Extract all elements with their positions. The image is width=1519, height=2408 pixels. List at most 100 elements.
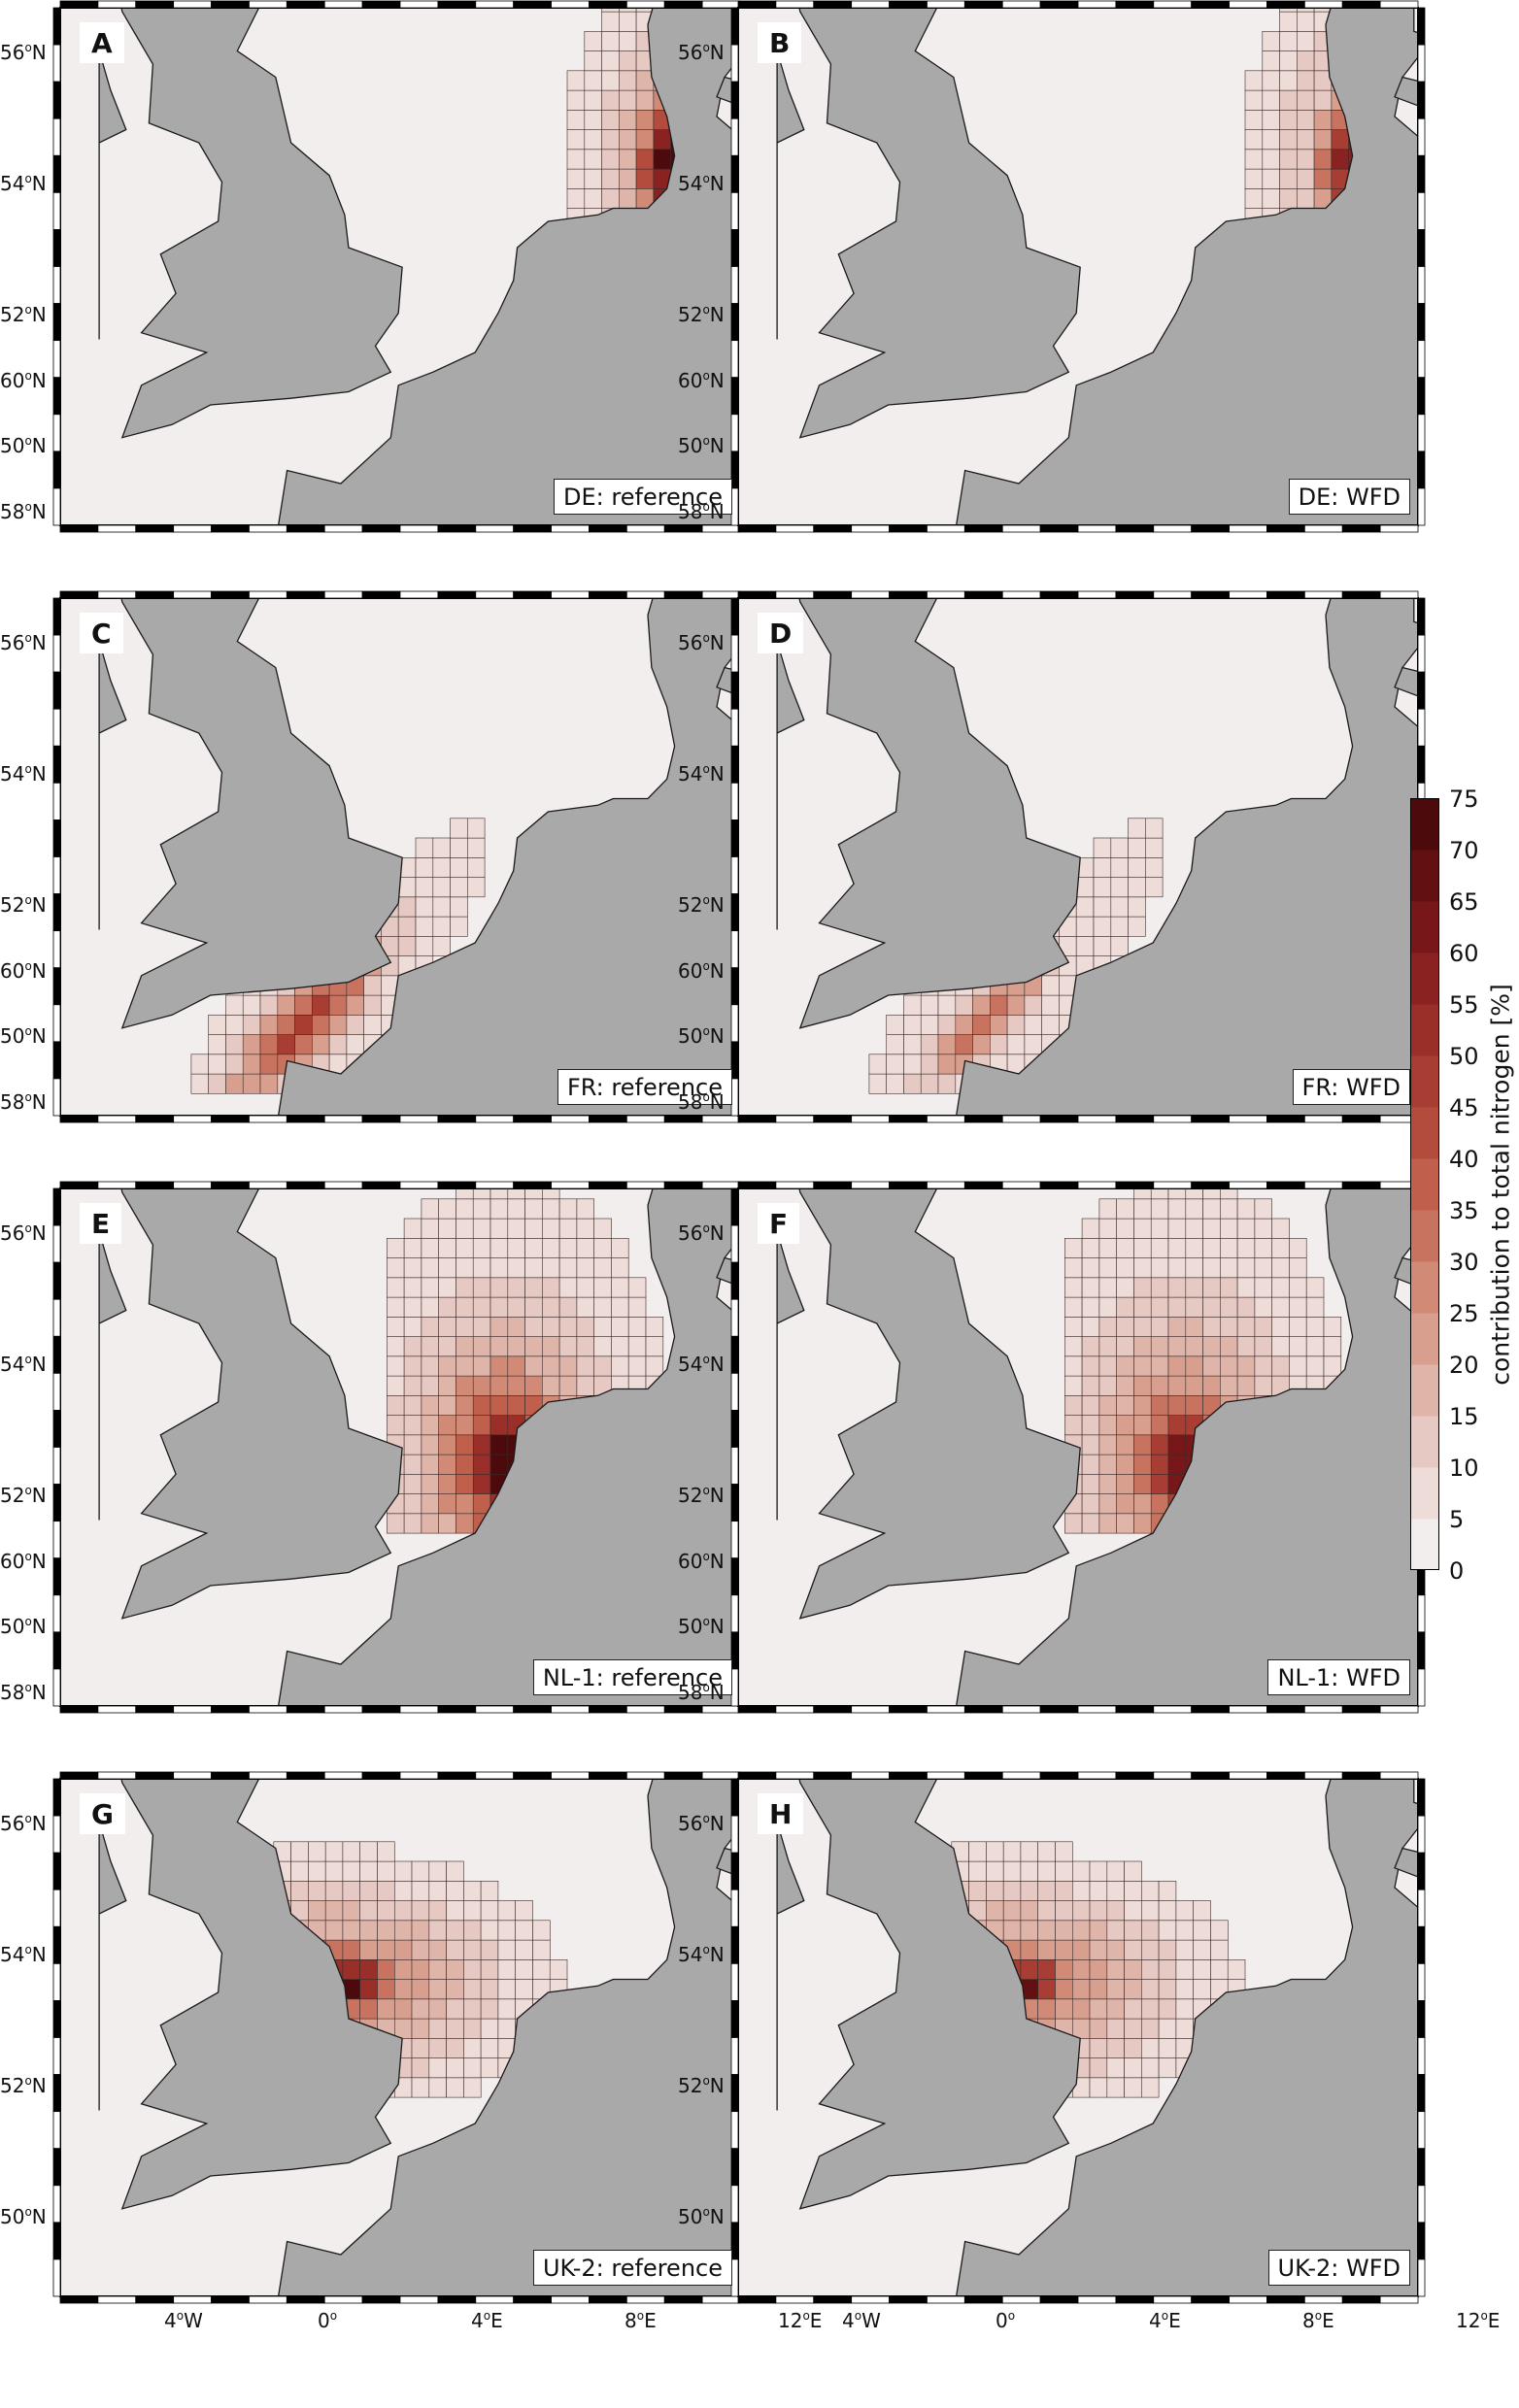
latitude-tick-label: 50oN [0,1023,47,1048]
frame-tick [59,0,99,9]
plume-cell [1075,935,1095,956]
frame-tick [1229,1115,1267,1123]
frame-tick [1417,1852,1426,1890]
plume-cell [308,1841,326,1862]
frame-tick [589,2295,627,2304]
frame-tick [625,1771,665,1780]
plume-cell [1145,856,1164,878]
plume-cell [324,1841,344,1862]
plume-cell [601,50,620,72]
frame-tick [59,1115,99,1123]
plume-cell [1081,1513,1100,1534]
plume-cell [472,1317,491,1337]
plume-cell [463,2018,482,2039]
plume-cell [515,1959,533,1980]
frame-tick [1153,524,1193,533]
plume-cell [1185,1336,1203,1357]
plume-cell [1133,1434,1152,1455]
frame-tick [1266,0,1305,9]
plume-cell [576,1198,595,1220]
panel-caption: NL-1: WFD [1267,1659,1410,1695]
plume-cell [1150,1257,1169,1279]
plume-cell [1133,1355,1152,1377]
plume-cell [515,1920,533,1941]
frame-tick [730,1335,739,1374]
frame-tick [1266,524,1305,533]
plume-cell [1110,896,1129,918]
frame-tick [475,1181,515,1189]
plume-cell [1098,1317,1118,1337]
plume-cell [421,1198,439,1220]
plume-cell [1064,1277,1083,1298]
plume-cell [1002,1881,1022,1901]
frame-tick [1077,1705,1117,1714]
land-polygon [98,1231,127,1521]
plume-cell [1254,1218,1273,1239]
plume-cell [1128,896,1146,918]
plume-cell [421,1355,439,1377]
plume-cell [1289,1277,1307,1298]
plume-cell [507,1218,525,1239]
plume-cell [1158,1979,1177,2000]
colorbar-swatch [1410,850,1439,902]
plume-cell [456,1493,474,1515]
plume-cell [1236,1317,1256,1337]
plume-cell [618,70,637,91]
plume-cell [403,1296,422,1318]
plume-cell [886,1073,904,1094]
plume-cell [1124,1939,1142,1960]
plume-cell [472,1395,491,1416]
frame-tick [851,590,890,599]
plume-cell [1106,2057,1125,2079]
frame-tick [813,1771,853,1780]
plume-cell [1064,1336,1083,1357]
plume-cell [489,1198,509,1220]
plume-cell [421,1277,439,1298]
latitude-tick-label: 56oN [0,1811,47,1835]
plume-cell [456,1454,474,1475]
plume-cell [1002,1841,1022,1862]
plume-cell [1124,2018,1142,2039]
plume-cell [1331,149,1350,170]
frame-tick [1266,1181,1305,1189]
plume-cell [1128,916,1146,937]
plume-cell [558,1296,578,1318]
plume-cell [450,856,468,878]
plume-cell [920,1015,939,1035]
plume-cell [489,1296,509,1318]
latitude-tick-label: 50oN [0,1614,47,1638]
plume-cell [558,1257,578,1279]
plume-cell [1081,1296,1100,1318]
plume-cell [438,1257,456,1279]
frame-tick [730,7,739,46]
frame-tick [1039,590,1079,599]
plume-cell [886,1015,904,1035]
plume-cell [1167,1415,1187,1436]
plume-cell [377,1860,395,1882]
plume-cell [618,89,637,111]
frame-tick [1039,524,1079,533]
latitude-tick-label: 54oN [678,761,725,786]
frame-tick [663,524,703,533]
frame-tick [551,1705,590,1714]
plume-cell [277,1015,295,1035]
plume-cell [1141,1920,1160,1941]
frame-tick [173,590,212,599]
plume-cell [584,129,602,150]
plume-cell [1305,1336,1325,1357]
plume-cell [1331,129,1350,150]
plume-cell [428,2018,447,2039]
plume-cell [438,1198,456,1220]
plume-cell [1313,110,1333,130]
plume-cell [635,89,655,111]
plume-cell [1055,1959,1073,1980]
plume-cell [1158,1900,1177,1922]
plume-cell [1081,1454,1100,1475]
frame-tick [286,1115,325,1123]
plume-cell [1150,1198,1169,1220]
plume-cell [1175,2018,1195,2039]
frame-tick [323,1771,363,1780]
frame-tick [211,1181,250,1189]
plume-cell [456,1198,474,1220]
plume-cell [1202,1218,1221,1239]
